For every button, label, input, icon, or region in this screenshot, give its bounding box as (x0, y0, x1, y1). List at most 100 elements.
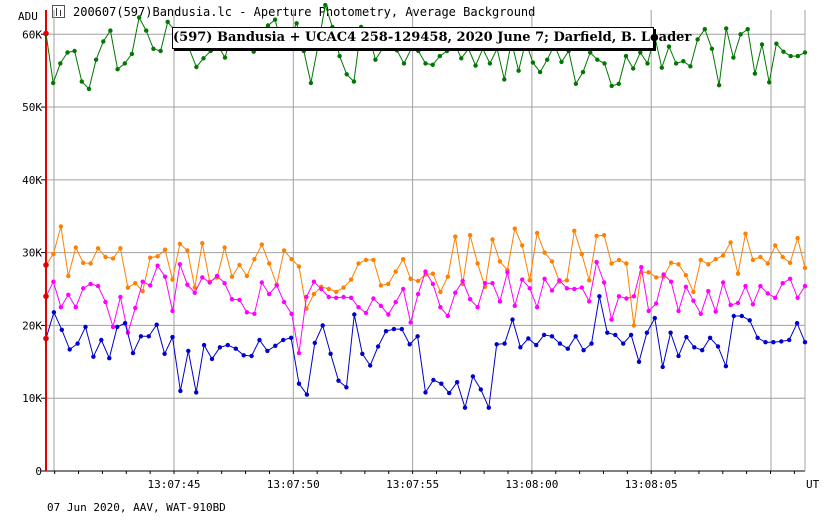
data-point (341, 294, 346, 300)
data-point (86, 86, 92, 92)
data-point (81, 286, 86, 291)
data-point (780, 281, 785, 286)
data-point (334, 289, 339, 295)
data-point (638, 50, 643, 55)
data-point (207, 280, 212, 285)
data-point (177, 262, 183, 267)
data-point (565, 346, 570, 351)
data-point (129, 51, 135, 57)
data-point (755, 335, 760, 340)
data-point (225, 342, 230, 348)
grid-lines (46, 10, 805, 471)
data-point (788, 53, 793, 59)
data-point (765, 261, 770, 266)
data-point (360, 351, 365, 356)
data-point (728, 240, 733, 245)
data-point (802, 265, 808, 271)
data-point (133, 305, 138, 311)
data-point (512, 226, 517, 231)
data-point (566, 48, 571, 54)
data-point (695, 37, 700, 42)
data-point (233, 346, 238, 351)
data-point (162, 274, 168, 279)
data-point (588, 50, 593, 55)
data-point (802, 283, 808, 289)
data-point (356, 261, 361, 266)
data-point (589, 341, 594, 346)
series-3 (45, 294, 808, 410)
data-point (217, 345, 223, 350)
data-point (666, 44, 672, 49)
data-point (103, 299, 108, 305)
data-point (557, 341, 563, 346)
data-point (72, 48, 77, 54)
data-point (401, 61, 407, 66)
data-point (363, 257, 369, 263)
data-point (530, 60, 536, 65)
data-point (201, 342, 207, 348)
data-point (308, 80, 314, 86)
data-point (371, 257, 376, 263)
data-point (527, 286, 532, 291)
data-point (165, 19, 170, 25)
data-point (688, 64, 693, 69)
plot-title: (597) Bandusia + UCAC4 258-129458, 2020 … (173, 30, 692, 45)
data-point (795, 295, 800, 300)
data-point (645, 61, 650, 66)
data-point (267, 261, 272, 266)
data-point (144, 28, 149, 33)
data-point (715, 344, 721, 349)
footer-caption: 07 Jun 2020, AAV, WAT-910BD (47, 501, 226, 514)
data-point (534, 305, 540, 310)
data-point (564, 278, 570, 283)
data-point (122, 61, 128, 66)
data-point (208, 48, 213, 54)
data-point (542, 276, 547, 281)
data-point (759, 42, 765, 47)
data-point (597, 294, 602, 299)
data-point (326, 294, 331, 300)
lightcurve-icon[interactable] (52, 5, 65, 18)
data-point (767, 80, 772, 85)
data-point (752, 71, 758, 76)
data-point (95, 246, 101, 251)
data-point (386, 312, 391, 317)
data-point (706, 262, 711, 267)
data-point (526, 336, 531, 341)
data-point (454, 380, 460, 385)
data-point (431, 377, 436, 383)
data-point (659, 65, 664, 70)
data-point (747, 318, 752, 323)
data-point (758, 254, 763, 260)
data-point (59, 327, 64, 332)
data-point (549, 334, 555, 339)
data-point (140, 279, 145, 284)
data-point (628, 332, 634, 338)
data-point (601, 233, 607, 238)
data-point (201, 56, 206, 61)
data-point (130, 350, 136, 356)
data-point (698, 257, 703, 263)
data-point (549, 259, 555, 264)
data-point (265, 348, 270, 354)
data-point (692, 345, 697, 350)
data-point (334, 295, 339, 300)
data-point (415, 291, 421, 297)
data-point (779, 339, 784, 344)
data-point (534, 230, 540, 236)
data-point (178, 388, 183, 394)
data-point (103, 254, 108, 260)
data-point (745, 27, 750, 32)
data-point (391, 326, 397, 332)
data-point (341, 285, 346, 290)
data-point (67, 347, 72, 352)
data-point (296, 264, 302, 269)
data-point (401, 286, 406, 292)
data-point (601, 280, 607, 285)
data-point (587, 299, 592, 304)
data-point (312, 340, 317, 346)
data-point (444, 48, 450, 54)
data-point (787, 337, 792, 343)
data-point (99, 337, 104, 343)
data-point (91, 354, 96, 359)
